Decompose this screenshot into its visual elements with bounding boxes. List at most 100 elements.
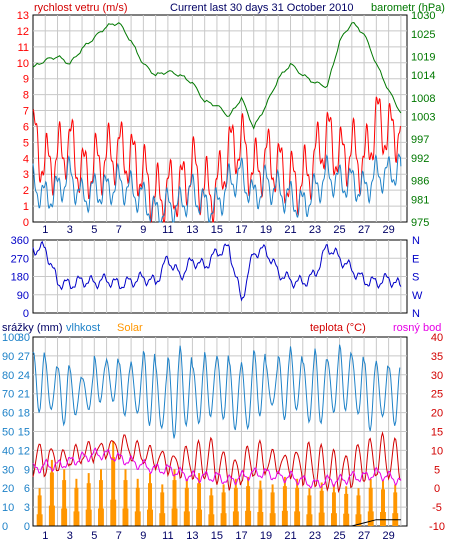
solar-bar — [125, 480, 128, 526]
pressure-axis-tick: 1030 — [411, 10, 435, 22]
solar-bar — [186, 487, 189, 526]
solar-bar — [235, 487, 238, 526]
solar-bar — [321, 490, 324, 526]
rain-axis-tick: 9 — [24, 464, 30, 476]
rain-axis-tick: 30 — [18, 332, 30, 344]
pressure-axis-tick: 1003 — [411, 112, 435, 124]
temperature-axis-tick: 25 — [431, 389, 443, 401]
wind-axis-tick: 10 — [17, 58, 29, 70]
wind-axis-tick: 11 — [18, 42, 29, 54]
day-tick-label: 3 — [67, 224, 73, 236]
solar-bar — [334, 513, 337, 526]
day-tick-label: 21 — [284, 530, 296, 542]
solar-bar — [88, 483, 91, 526]
humidity-line — [32, 344, 401, 439]
temperature-axis-tick: 5 — [434, 464, 440, 476]
humidity-axis-tick: 30 — [2, 464, 14, 476]
wind-axis-tick: 1 — [23, 201, 29, 213]
humidity-axis-tick: 10 — [2, 502, 14, 514]
wind-panel-frame — [32, 14, 408, 223]
solar-bar — [39, 495, 42, 526]
day-tick-label: 11 — [162, 530, 173, 542]
solar-bar — [138, 511, 141, 526]
solar-bar — [322, 512, 325, 526]
wind-axis-tick: 8 — [23, 90, 29, 102]
solar-bar — [236, 511, 239, 526]
pressure-axis-title: barometr (hPa) — [371, 2, 445, 14]
solar-bar — [284, 486, 287, 526]
rain-axis-tick: 24 — [18, 370, 30, 382]
solar-bar — [150, 483, 152, 526]
solar-bar — [371, 511, 374, 526]
day-tick-label: 5 — [91, 224, 97, 236]
rain-axis-title: srážky (mm) — [2, 322, 63, 334]
wind-axis-tick: 13 — [17, 10, 29, 22]
solar-bar — [62, 480, 65, 526]
chart-title: Current last 30 days 31 October 2010 — [170, 2, 353, 14]
day-tick-label: 9 — [140, 530, 146, 542]
solar-bar — [298, 511, 301, 526]
day-tick-label: 1 — [42, 530, 48, 542]
temperature-axis-tick: -10 — [429, 521, 445, 533]
solar-bar — [100, 480, 103, 526]
solar-bar — [163, 513, 166, 526]
solar-bar — [395, 492, 398, 526]
wind-axis-tick: 3 — [23, 169, 29, 181]
pressure-axis-tick: 1019 — [411, 51, 435, 63]
solar-bar — [224, 513, 227, 526]
temperature-line — [32, 431, 401, 494]
solar-bar — [65, 508, 68, 526]
solar-bar — [76, 487, 79, 526]
wind-speed-axis-title: rychlost vetru (m/s) — [34, 2, 128, 14]
humidity-axis-tick: 20 — [2, 483, 14, 495]
solar-bar — [199, 483, 201, 526]
pressure-axis-tick: 997 — [411, 134, 429, 146]
temperature-axis-tick: 15 — [431, 427, 443, 439]
humidity-axis-tick: 70 — [2, 389, 14, 401]
pressure-axis-tick: 975 — [411, 217, 429, 229]
solar-bar — [40, 514, 43, 526]
solar-bar — [346, 493, 349, 526]
wind-direction-line — [32, 240, 402, 302]
day-tick-label: 1 — [42, 224, 48, 236]
dewpoint-axis-title: rosný bod — [393, 322, 441, 334]
direction-axis-tick: 180 — [11, 272, 29, 284]
solar-bar — [114, 499, 117, 526]
solar-bar — [77, 511, 80, 526]
rain-axis-tick: 27 — [18, 351, 30, 363]
pressure-axis-tick: 1025 — [411, 29, 435, 41]
solar-bar — [260, 489, 263, 526]
solar-bar — [297, 487, 300, 526]
pressure-axis-tick: 986 — [411, 176, 429, 188]
rain-axis-tick: 12 — [18, 445, 30, 457]
wind-speed-line — [32, 153, 402, 223]
day-tick-label: 13 — [186, 530, 198, 542]
day-tick-label: 19 — [260, 530, 272, 542]
solar-bar — [212, 514, 215, 526]
wind-axis-tick: 5 — [23, 137, 29, 149]
compass-label: S — [412, 272, 419, 284]
temperature-axis-tick: -5 — [432, 502, 442, 514]
wind-axis-tick: 7 — [23, 106, 29, 118]
solar-bar — [162, 492, 165, 526]
solar-bar — [248, 486, 251, 526]
solar-axis-title: Solar — [117, 322, 143, 334]
pressure-axis-tick: 992 — [411, 153, 429, 165]
wind-axis-tick: 4 — [23, 153, 29, 165]
solar-bar — [333, 492, 336, 526]
solar-bar — [52, 505, 55, 526]
day-tick-label: 7 — [116, 224, 122, 236]
humidity-axis-tick: 80 — [2, 370, 14, 382]
solar-bar — [89, 509, 92, 526]
day-tick-label: 11 — [162, 224, 173, 236]
solar-bar — [200, 509, 202, 526]
solar-bar — [261, 512, 264, 526]
rain-line — [33, 519, 401, 527]
solar-bar — [113, 457, 116, 526]
solar-bar — [370, 487, 373, 526]
solar-bar — [126, 508, 129, 526]
solar-bar — [137, 487, 140, 526]
day-tick-label: 29 — [382, 530, 394, 542]
solar-bar — [175, 508, 178, 526]
